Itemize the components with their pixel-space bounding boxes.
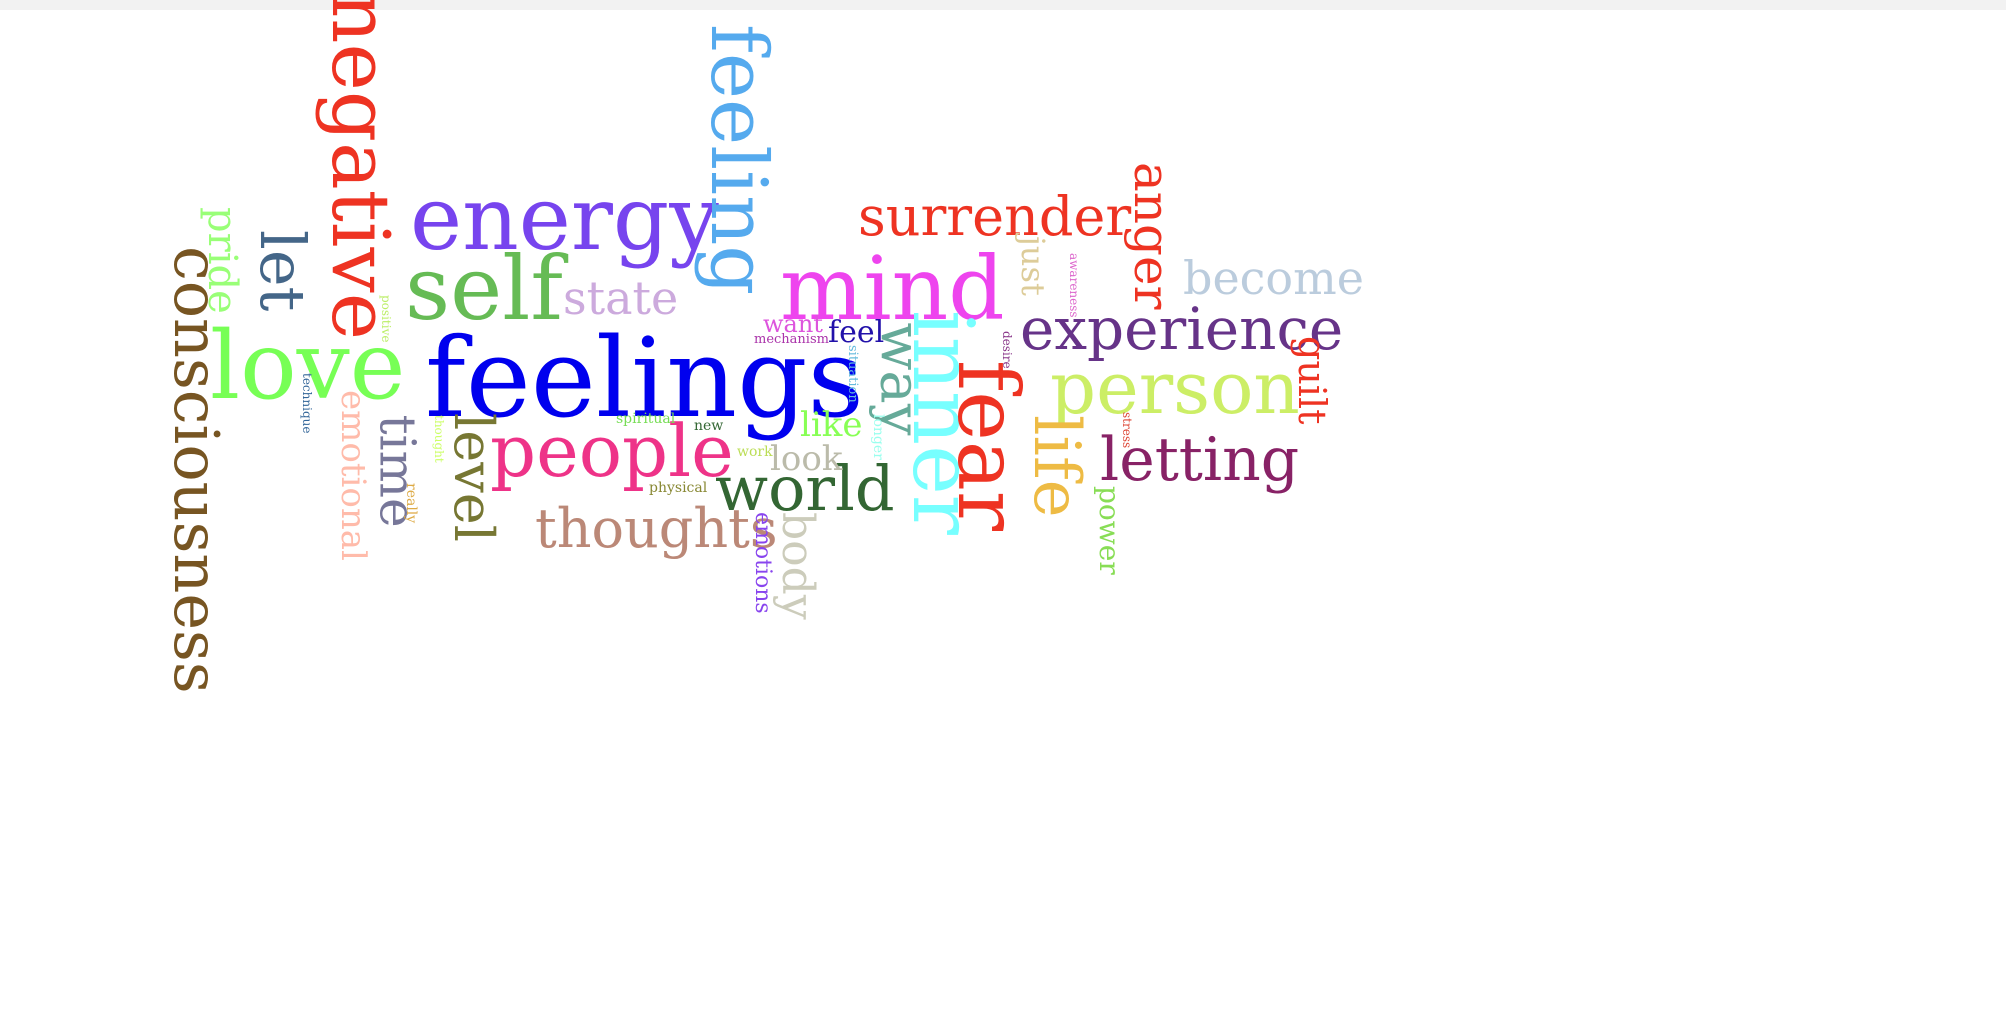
word-emotional: emotional — [333, 390, 373, 561]
word-emotions: emotions — [750, 512, 775, 614]
word-people: people — [490, 409, 734, 493]
word-become: become — [1183, 251, 1364, 305]
word-mind: mind — [780, 237, 1005, 340]
word-surrender: surrender — [858, 185, 1132, 248]
word-physical: physical — [649, 480, 708, 496]
word-power: power — [1093, 486, 1126, 575]
word-work: work — [737, 444, 773, 460]
word-anger: anger — [1123, 162, 1181, 310]
word-world: world — [715, 452, 895, 525]
word-longer: longer — [870, 414, 886, 460]
word-guilt: guilt — [1290, 336, 1334, 425]
word-love: love — [210, 312, 406, 421]
word-feeling[interactable]: feeling — [693, 24, 783, 296]
word-life: life — [1019, 415, 1093, 518]
word-thoughts: thoughts — [535, 497, 778, 560]
word-self: self — [405, 237, 563, 340]
word-level: level — [442, 413, 505, 542]
word-new: new — [694, 418, 724, 434]
word-feelings: feelings — [425, 314, 864, 442]
word-technique: technique — [300, 373, 314, 434]
word-let: let — [246, 230, 319, 312]
word-energy: energy — [410, 167, 719, 270]
word-want: want — [763, 310, 823, 338]
word-desire: desire — [1000, 331, 1014, 369]
word-feel: feel — [828, 315, 885, 350]
word-letting: letting — [1100, 425, 1300, 495]
word-positive: positive — [379, 295, 393, 343]
word-look: look — [770, 439, 843, 479]
word-mechanism: mechanism — [754, 332, 829, 347]
top-bar — [0, 0, 2006, 10]
word-state: state — [563, 271, 679, 325]
word-way: way — [867, 322, 933, 436]
word-spiritual: spiritual — [616, 411, 676, 427]
word-just: just — [1014, 236, 1052, 296]
word-body: body — [772, 512, 823, 620]
word-pride: pride — [199, 207, 245, 314]
word-situation: situation — [845, 345, 860, 403]
word-really: really — [403, 483, 419, 524]
word-like: like — [800, 405, 863, 445]
word-awareness: awareness — [1067, 253, 1081, 318]
word-stress: stress — [1120, 412, 1134, 449]
word-thought: thought — [432, 415, 446, 463]
word-person: person — [1050, 346, 1300, 430]
word-experience: experience — [1020, 295, 1344, 363]
